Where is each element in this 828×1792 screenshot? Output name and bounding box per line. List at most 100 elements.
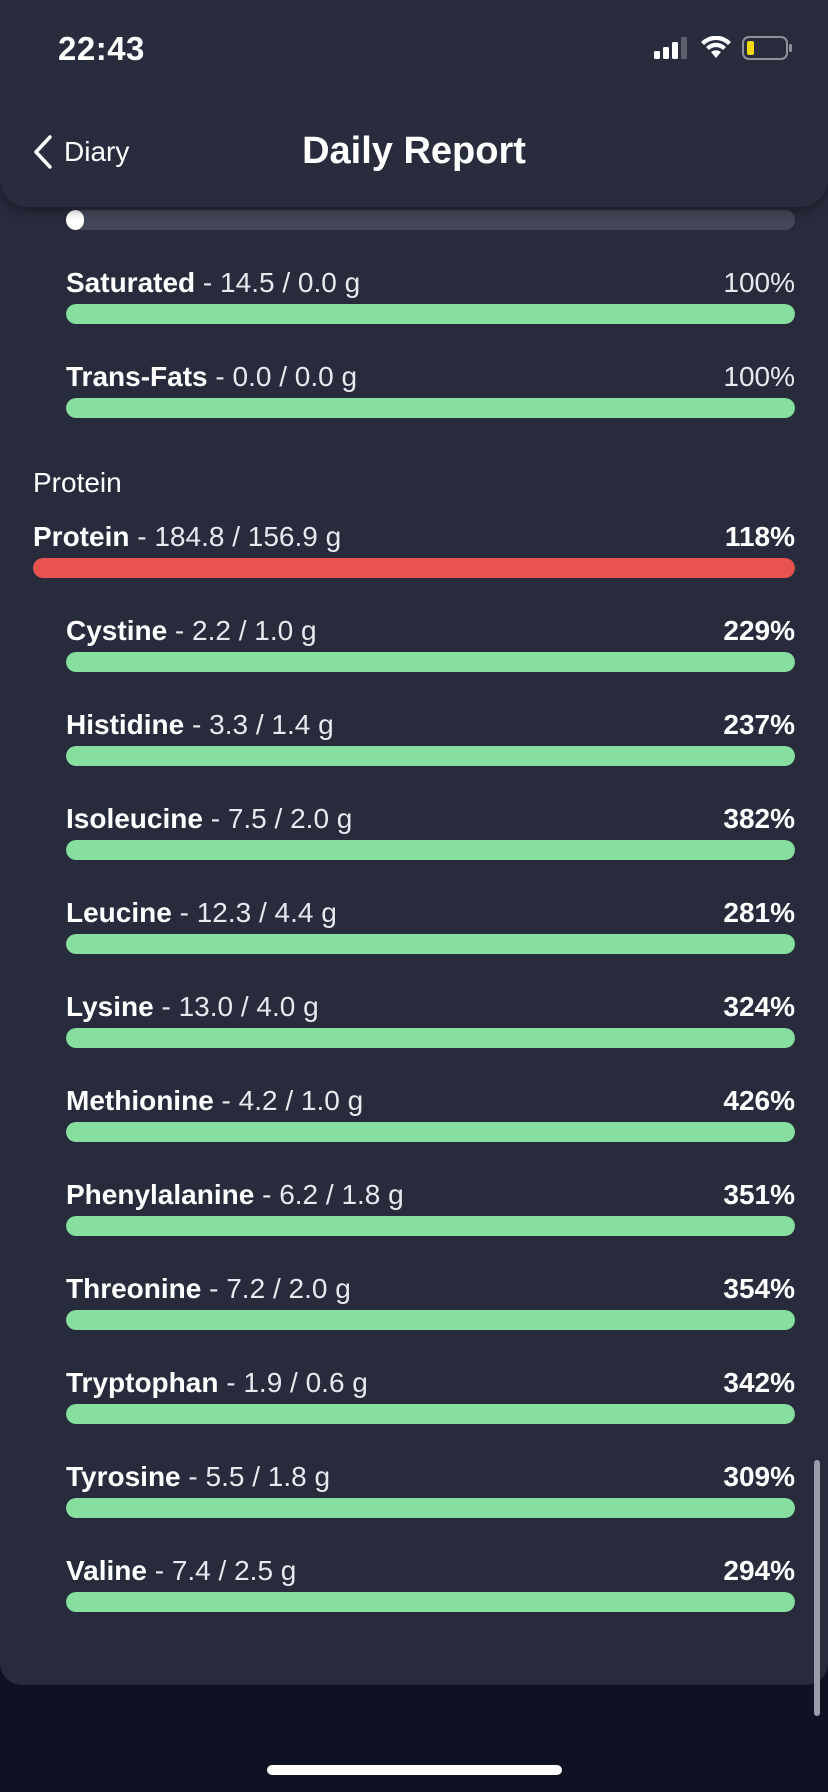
nutrient-label: Cystine - 2.2 / 1.0 g	[66, 615, 317, 646]
nutrient-label: Leucine - 12.3 / 4.4 g	[66, 897, 337, 928]
nutrient-name: Trans-Fats	[66, 361, 208, 392]
progress-track	[66, 1498, 795, 1518]
nutrient-amount: 13.0 / 4.0 g	[178, 991, 319, 1022]
nutrient-name: Valine	[66, 1555, 147, 1586]
nutrient-label: Histidine - 3.3 / 1.4 g	[66, 709, 334, 740]
nutrient-label: Valine - 7.4 / 2.5 g	[66, 1555, 297, 1586]
progress-fill	[66, 210, 85, 230]
back-label: Diary	[64, 136, 130, 167]
nutrient-row-lysine[interactable]: Lysine - 13.0 / 4.0 g 324%	[66, 991, 795, 1055]
nutrient-name: Phenylalanine	[66, 1179, 255, 1210]
nutrient-amount: 12.3 / 4.4 g	[196, 897, 337, 928]
status-icons	[654, 36, 794, 60]
nutrient-name: Histidine	[66, 709, 185, 740]
nutrient-label: Isoleucine - 7.5 / 2.0 g	[66, 803, 353, 834]
progress-fill	[66, 304, 795, 324]
back-button[interactable]: Diary	[32, 134, 129, 170]
nutrient-amount: 3.3 / 1.4 g	[209, 709, 334, 740]
nutrient-name: Threonine	[66, 1273, 202, 1304]
nutrient-percent: 237%	[723, 709, 795, 740]
progress-track	[66, 1592, 795, 1612]
nutrient-amount: 2.2 / 1.0 g	[192, 615, 317, 646]
progress-track	[66, 1122, 795, 1142]
progress-fill	[66, 840, 795, 860]
nutrient-percent: 382%	[723, 803, 795, 834]
nutrient-label: Tyrosine - 5.5 / 1.8 g	[66, 1461, 331, 1492]
nutrient-row-methionine[interactable]: Methionine - 4.2 / 1.0 g 426%	[66, 1085, 795, 1149]
progress-track	[66, 210, 795, 230]
nutrient-percent: 324%	[723, 991, 795, 1022]
nutrient-row-saturated[interactable]: Saturated - 14.5 / 0.0 g 100%	[66, 267, 795, 331]
nutrient-name: Isoleucine	[66, 803, 203, 834]
nutrient-row-threonine[interactable]: Threonine - 7.2 / 2.0 g 354%	[66, 1273, 795, 1337]
report-card: Omega-6 - 0.4 / 16.0 g2%Saturated - 14.5…	[0, 0, 828, 1685]
progress-track	[66, 652, 795, 672]
nutrient-percent: 351%	[723, 1179, 795, 1210]
nutrient-amount: 184.8 / 156.9 g	[154, 521, 342, 552]
progress-fill	[66, 1498, 795, 1518]
nutrient-name: Tryptophan	[66, 1367, 219, 1398]
nutrient-label: Threonine - 7.2 / 2.0 g	[66, 1273, 351, 1304]
nutrient-amount: 4.2 / 1.0 g	[238, 1085, 364, 1116]
nutrient-amount: 7.2 / 2.0 g	[226, 1273, 351, 1304]
nutrient-amount: 1.9 / 0.6 g	[243, 1367, 368, 1398]
nutrient-row-isoleucine[interactable]: Isoleucine - 7.5 / 2.0 g 382%	[66, 803, 795, 867]
status-time: 22:43	[58, 30, 145, 67]
chevron-left-icon	[34, 135, 52, 169]
progress-track	[66, 304, 795, 324]
nutrient-name: Cystine	[66, 615, 168, 646]
nutrient-percent: 100%	[723, 361, 795, 392]
progress-fill	[33, 558, 795, 578]
progress-fill	[66, 1216, 795, 1236]
progress-fill	[66, 398, 795, 418]
nutrient-row-leucine[interactable]: Leucine - 12.3 / 4.4 g 281%	[66, 897, 795, 961]
scrollbar[interactable]	[814, 1460, 820, 1716]
progress-fill	[66, 746, 795, 766]
nutrient-row-tryptophan[interactable]: Tryptophan - 1.9 / 0.6 g 342%	[66, 1367, 795, 1431]
nutrient-label: Methionine - 4.2 / 1.0 g	[66, 1085, 364, 1116]
progress-track	[66, 934, 795, 954]
progress-fill	[66, 1122, 795, 1142]
progress-track	[66, 840, 795, 860]
progress-fill	[66, 934, 795, 954]
nutrient-percent: 281%	[723, 897, 795, 928]
nutrient-row-cystine[interactable]: Cystine - 2.2 / 1.0 g 229%	[66, 615, 795, 679]
nutrient-amount: 7.4 / 2.5 g	[171, 1555, 297, 1586]
navigation-bar: 22:43 Diary Daily Report	[0, 0, 828, 207]
progress-track	[66, 1216, 795, 1236]
nutrient-row-protein[interactable]: Protein - 184.8 / 156.9 g 118%	[33, 521, 795, 585]
nutrient-label: Saturated - 14.5 / 0.0 g	[66, 267, 361, 298]
nutrient-row-trans-fats[interactable]: Trans-Fats - 0.0 / 0.0 g 100%	[66, 361, 795, 425]
progress-track	[66, 1310, 795, 1330]
home-indicator[interactable]	[267, 1765, 562, 1775]
nutrient-amount: 6.2 / 1.8 g	[279, 1179, 404, 1210]
section-heading-protein: Protein	[33, 467, 122, 498]
progress-track	[66, 1028, 795, 1048]
page-title: Daily Report	[302, 130, 526, 172]
nutrient-label: Trans-Fats - 0.0 / 0.0 g	[66, 361, 358, 392]
nutrient-name: Leucine	[66, 897, 172, 928]
nutrient-name: Lysine	[66, 991, 154, 1022]
progress-fill	[66, 1028, 795, 1048]
nutrient-amount: 7.5 / 2.0 g	[227, 803, 353, 834]
progress-track	[66, 398, 795, 418]
progress-fill	[66, 1592, 795, 1612]
nutrient-amount: 0.0 / 0.0 g	[232, 361, 358, 392]
progress-fill	[66, 1404, 795, 1424]
nutrient-label: Tryptophan - 1.9 / 0.6 g	[66, 1367, 368, 1398]
progress-track	[33, 558, 795, 578]
nutrient-percent: 229%	[723, 615, 795, 646]
nutrient-row-tyrosine[interactable]: Tyrosine - 5.5 / 1.8 g 309%	[66, 1461, 795, 1525]
nutrient-row-phenylalanine[interactable]: Phenylalanine - 6.2 / 1.8 g 351%	[66, 1179, 795, 1243]
wifi-icon	[701, 36, 731, 58]
nutrient-amount: 14.5 / 0.0 g	[220, 267, 361, 298]
progress-track	[66, 1404, 795, 1424]
nutrient-percent: 426%	[723, 1085, 795, 1116]
nutrient-label: Phenylalanine - 6.2 / 1.8 g	[66, 1179, 404, 1210]
nutrient-row-valine[interactable]: Valine - 7.4 / 2.5 g 294%	[66, 1555, 795, 1619]
nutrient-percent: 309%	[723, 1461, 795, 1492]
nutrient-name: Protein	[33, 521, 130, 552]
nutrient-percent: 342%	[723, 1367, 795, 1398]
nutrient-name: Tyrosine	[66, 1461, 181, 1492]
nutrient-row-histidine[interactable]: Histidine - 3.3 / 1.4 g 237%	[66, 709, 795, 773]
